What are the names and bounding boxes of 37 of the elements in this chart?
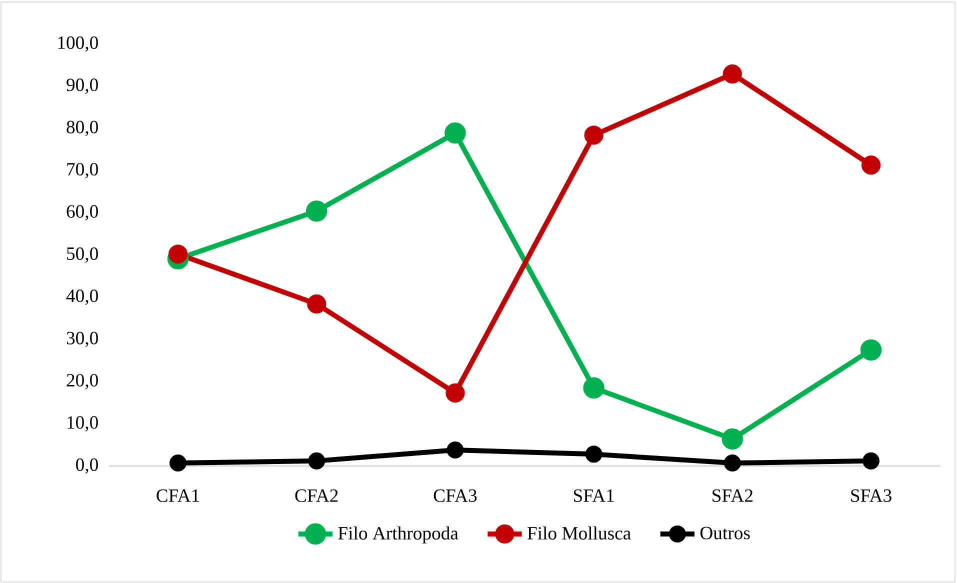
x-tick-label: SFA2 bbox=[712, 489, 752, 502]
y-tick-label: 70,0 bbox=[67, 162, 98, 178]
point bbox=[722, 64, 742, 84]
legend-label: Filo Arthropoda bbox=[338, 526, 458, 544]
y-tick-label: 60,0 bbox=[66, 205, 98, 220]
point bbox=[862, 452, 880, 470]
point bbox=[446, 383, 465, 403]
legend-label: Filo Mollusca bbox=[528, 526, 631, 540]
point bbox=[307, 294, 326, 314]
y-tick-label: 100,0 bbox=[58, 36, 98, 52]
y-tick-label: 50,0 bbox=[67, 247, 98, 263]
x-tick-label: CFA3 bbox=[434, 489, 477, 502]
y-tick-label: 90,0 bbox=[66, 78, 98, 94]
point bbox=[306, 200, 328, 222]
point bbox=[584, 126, 604, 145]
x-tick-label: CFA1 bbox=[156, 489, 200, 502]
point bbox=[585, 446, 602, 463]
point bbox=[583, 377, 604, 399]
point bbox=[722, 428, 744, 450]
x-tick-label: CFA2 bbox=[295, 489, 338, 502]
y-tick-label: 40,0 bbox=[66, 290, 98, 305]
point bbox=[308, 452, 326, 470]
point bbox=[444, 122, 466, 144]
point bbox=[168, 244, 188, 264]
y-tick-label: 30,0 bbox=[66, 332, 98, 348]
point bbox=[446, 441, 464, 458]
x-tick-label: SFA3 bbox=[851, 489, 892, 502]
point bbox=[861, 156, 881, 175]
point bbox=[724, 454, 741, 472]
x-tick-label: SFA1 bbox=[574, 489, 614, 502]
y-tick-label: 10,0 bbox=[68, 416, 98, 432]
y-tick-label: 0,0 bbox=[76, 458, 98, 474]
point bbox=[170, 454, 187, 472]
point bbox=[860, 339, 882, 361]
legend-label: Outros bbox=[700, 526, 750, 540]
y-tick-label: 80,0 bbox=[66, 120, 98, 136]
y-tick-label: 20,0 bbox=[66, 374, 98, 390]
